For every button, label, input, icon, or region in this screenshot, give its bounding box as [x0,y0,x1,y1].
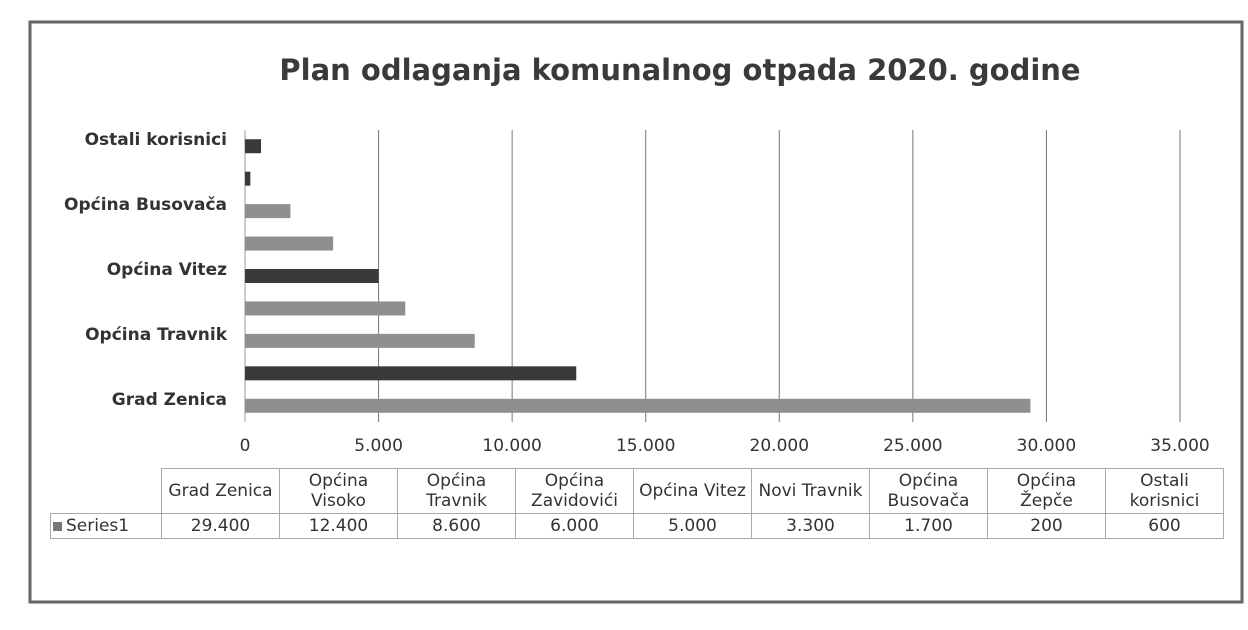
table-header-cell: Grad Zenica [161,468,280,514]
chart-title: Plan odlaganja komunalnog otpada 2020. g… [279,53,1080,87]
x-tick-label: 0 [240,436,251,456]
y-tick-label: Općina Travnik [85,325,228,345]
table-header: Grad Zenica Općina Visoko Općina Travnik Op… [51,468,1224,514]
bar [245,398,1031,413]
table-header-cell: Općina Žepče [987,468,1106,514]
y-tick-label: Općina Vitez [107,260,227,280]
x-tick-label: 5.000 [354,436,403,456]
x-tick-label: 10.000 [482,436,541,456]
table-header-cell: Ostali korisnici [1105,468,1224,514]
table-header-cell: Općina Vitez [633,468,752,514]
table-value-cell: 6.000 [515,513,634,539]
empty-cell [51,469,162,514]
bar [245,139,262,154]
legend-key [53,522,62,531]
table-value-cell: 12.400 [279,513,398,539]
bar [245,269,379,283]
table-value-cell: 29.400 [161,513,280,539]
table-value-cell: 3.300 [751,513,870,539]
table-value-cell: 5.000 [633,513,752,539]
chart-frame [28,20,1244,604]
table-header-cell: Općina Zavidovići [515,468,634,514]
table-value-cell: 1.700 [869,513,988,539]
table-value-cell: 8.600 [397,513,516,539]
x-tick-label: 30.000 [1017,436,1076,456]
legend-cell: Series1 [50,513,162,539]
table-header-cell: Općina Visoko [279,468,398,514]
x-tick-label: 20.000 [750,436,809,456]
table-header-cell: Općina Travnik [397,468,516,514]
table-row: Series1 29.400 12.400 8.600 6.000 5.000 3.300 1… [50,513,1224,539]
x-tick-label: 35.000 [1150,436,1209,456]
data-table: Grad Zenica Općina Visoko Općina Travnik Op… [50,468,1224,539]
table-value-cell: 600 [1105,513,1224,539]
bar [245,333,475,348]
y-tick-label: Ostali korisnici [85,130,227,150]
legend-label: Series1 [66,516,130,536]
bar [245,171,251,186]
x-tick-label: 15.000 [616,436,675,456]
bar [245,301,406,316]
bar [245,366,577,381]
y-tick-label: Grad Zenica [112,390,227,410]
table-value-cell: 200 [987,513,1106,539]
table-header-cell: Novi Travnik [751,468,870,514]
bar [245,204,291,219]
table-header-cell: Općina Busovača [869,468,988,514]
x-tick-label: 25.000 [883,436,942,456]
y-tick-label: Općina Busovača [64,195,227,215]
bar [245,236,334,251]
